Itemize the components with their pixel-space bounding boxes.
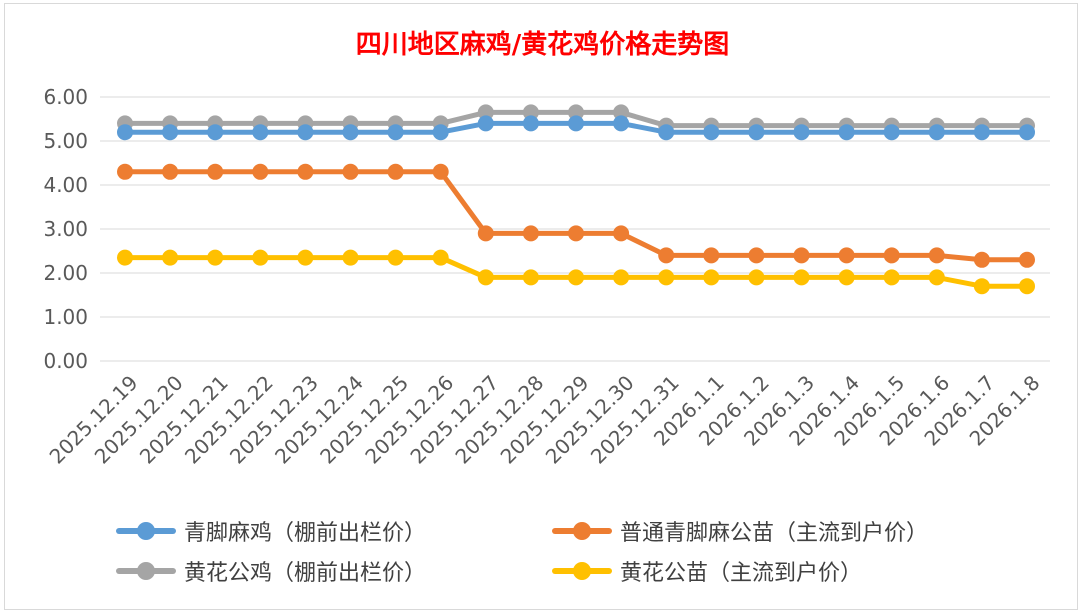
data-point	[477, 104, 494, 121]
data-point	[973, 124, 990, 141]
data-point	[342, 124, 359, 141]
legend-item-huanghua-gongmiao[interactable]: 黄花公苗（主流到户价）	[552, 555, 862, 587]
data-point	[973, 278, 990, 295]
legend-swatch	[552, 522, 612, 540]
data-point	[117, 163, 133, 180]
data-point	[1019, 251, 1035, 268]
data-point	[748, 124, 765, 141]
legend-swatch	[116, 522, 176, 540]
data-point	[477, 225, 494, 242]
data-point	[1019, 278, 1035, 295]
data-point	[613, 269, 630, 286]
data-point	[838, 124, 855, 141]
y-tick-label: 3.00	[43, 217, 88, 241]
data-point	[658, 269, 675, 286]
y-tick-label: 1.00	[43, 305, 88, 329]
data-point	[252, 249, 269, 266]
data-point	[793, 247, 810, 264]
y-axis-ticks: 0.00 1.00 2.00 3.00 4.00 5.00 6.00	[43, 85, 88, 373]
data-point	[568, 104, 584, 121]
data-point	[793, 269, 810, 286]
data-point	[387, 249, 404, 266]
data-point	[613, 225, 630, 242]
data-point	[432, 249, 449, 266]
legend-label: 黄花公鸡（棚前出栏价）	[184, 561, 427, 586]
data-point	[207, 163, 224, 180]
data-point	[522, 115, 539, 132]
data-point	[387, 163, 404, 180]
data-point	[838, 269, 855, 286]
data-point	[928, 247, 945, 264]
data-point	[297, 124, 314, 141]
legend-swatch	[552, 562, 612, 580]
legend-label: 青脚麻鸡（棚前出栏价）	[184, 521, 427, 546]
data-point	[252, 124, 269, 141]
data-point	[568, 115, 584, 132]
data-point	[703, 269, 720, 286]
series-points	[117, 104, 1035, 295]
data-point	[703, 124, 720, 141]
data-point	[703, 247, 720, 264]
data-point	[342, 163, 359, 180]
data-point	[658, 124, 675, 141]
y-tick-label: 5.00	[43, 129, 88, 153]
data-point	[883, 247, 900, 264]
data-point	[297, 163, 314, 180]
data-point	[883, 124, 900, 141]
data-point	[748, 247, 765, 264]
y-tick-label: 6.00	[43, 85, 88, 109]
legend-label: 黄花公苗（主流到户价）	[620, 561, 863, 586]
data-point	[162, 124, 179, 141]
data-point	[613, 115, 630, 132]
data-point	[432, 163, 449, 180]
data-point	[613, 104, 630, 121]
legend-swatch	[116, 562, 176, 580]
data-point	[477, 115, 494, 132]
data-point	[568, 225, 584, 242]
data-point	[342, 249, 359, 266]
legend-item-huanghua-gongji[interactable]: 黄花公鸡（棚前出栏价）	[116, 555, 426, 587]
data-point	[838, 247, 855, 264]
data-point	[477, 269, 494, 286]
data-point	[252, 163, 269, 180]
data-point	[432, 124, 449, 141]
chart-title: 四川地区麻鸡/黄花鸡价格走势图	[355, 30, 730, 60]
legend-item-qingjiao-maji[interactable]: 青脚麻鸡（棚前出栏价）	[116, 515, 426, 547]
x-axis-ticks: 2025.12.192025.12.202025.12.212025.12.22…	[45, 371, 1045, 469]
data-point	[928, 269, 945, 286]
data-point	[1019, 124, 1035, 141]
data-point	[297, 249, 314, 266]
data-point	[162, 249, 179, 266]
data-point	[883, 269, 900, 286]
data-point	[387, 124, 404, 141]
data-point	[522, 269, 539, 286]
data-point	[117, 249, 133, 266]
data-point	[117, 124, 133, 141]
data-point	[207, 249, 224, 266]
chart-frame	[4, 3, 1078, 610]
data-point	[162, 163, 179, 180]
data-point	[207, 124, 224, 141]
data-point	[522, 225, 539, 242]
data-point	[658, 247, 675, 264]
data-point	[928, 124, 945, 141]
data-point	[793, 124, 810, 141]
data-point	[973, 251, 990, 268]
data-point	[522, 104, 539, 121]
y-tick-label: 0.00	[43, 349, 88, 373]
y-tick-label: 4.00	[43, 173, 88, 197]
data-point	[568, 269, 584, 286]
y-tick-label: 2.00	[43, 261, 88, 285]
legend-label: 普通青脚麻公苗（主流到户价）	[620, 521, 929, 546]
data-point	[748, 269, 765, 286]
legend-item-qingjiao-gongmiao[interactable]: 普通青脚麻公苗（主流到户价）	[552, 515, 928, 547]
